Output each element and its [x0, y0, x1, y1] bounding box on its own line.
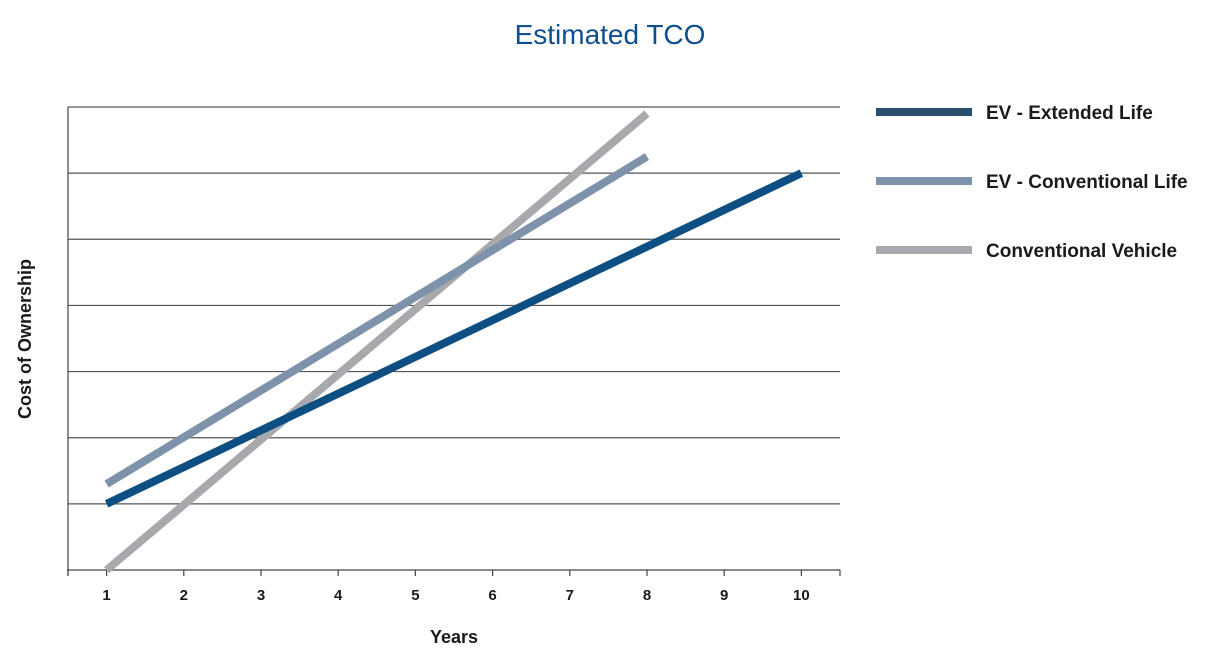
x-tick-labels: 1 2 3 4 5 6 7 8 9 10	[67, 570, 841, 604]
series-line-ev-conventional-life	[104, 153, 650, 488]
series-line-conventional-vehicle	[104, 110, 650, 574]
legend-swatch-ev-conventional-life	[876, 177, 972, 185]
x-tick-label-1: 1	[102, 587, 110, 604]
legend: EV - Extended Life EV - Conventional Life…	[876, 103, 1188, 262]
x-tick-label-2: 2	[180, 587, 188, 604]
x-axis-title: Years	[430, 627, 478, 647]
y-axis-title: Cost of Ownership	[15, 259, 35, 419]
gridlines	[68, 106, 840, 505]
x-tick-label-3: 3	[257, 587, 265, 604]
x-tick-label-10: 10	[793, 587, 810, 604]
x-tick-label-7: 7	[566, 587, 574, 604]
series-lines	[104, 110, 804, 574]
x-tick-label-4: 4	[334, 587, 343, 604]
legend-label-ev-conventional-life: EV - Conventional Life	[986, 172, 1188, 193]
x-tick-label-6: 6	[488, 587, 496, 604]
chart-title: Estimated TCO	[515, 19, 706, 50]
series-line-ev-extended-life	[104, 169, 804, 508]
axes	[67, 107, 840, 576]
legend-label-conventional-vehicle: Conventional Vehicle	[986, 241, 1177, 262]
x-tick-label-5: 5	[411, 587, 419, 604]
x-tick-label-9: 9	[720, 587, 728, 604]
legend-label-ev-extended-life: EV - Extended Life	[986, 103, 1153, 124]
x-tick-label-8: 8	[643, 587, 651, 604]
legend-swatch-conventional-vehicle	[876, 246, 972, 254]
legend-swatch-ev-extended-life	[876, 108, 972, 116]
